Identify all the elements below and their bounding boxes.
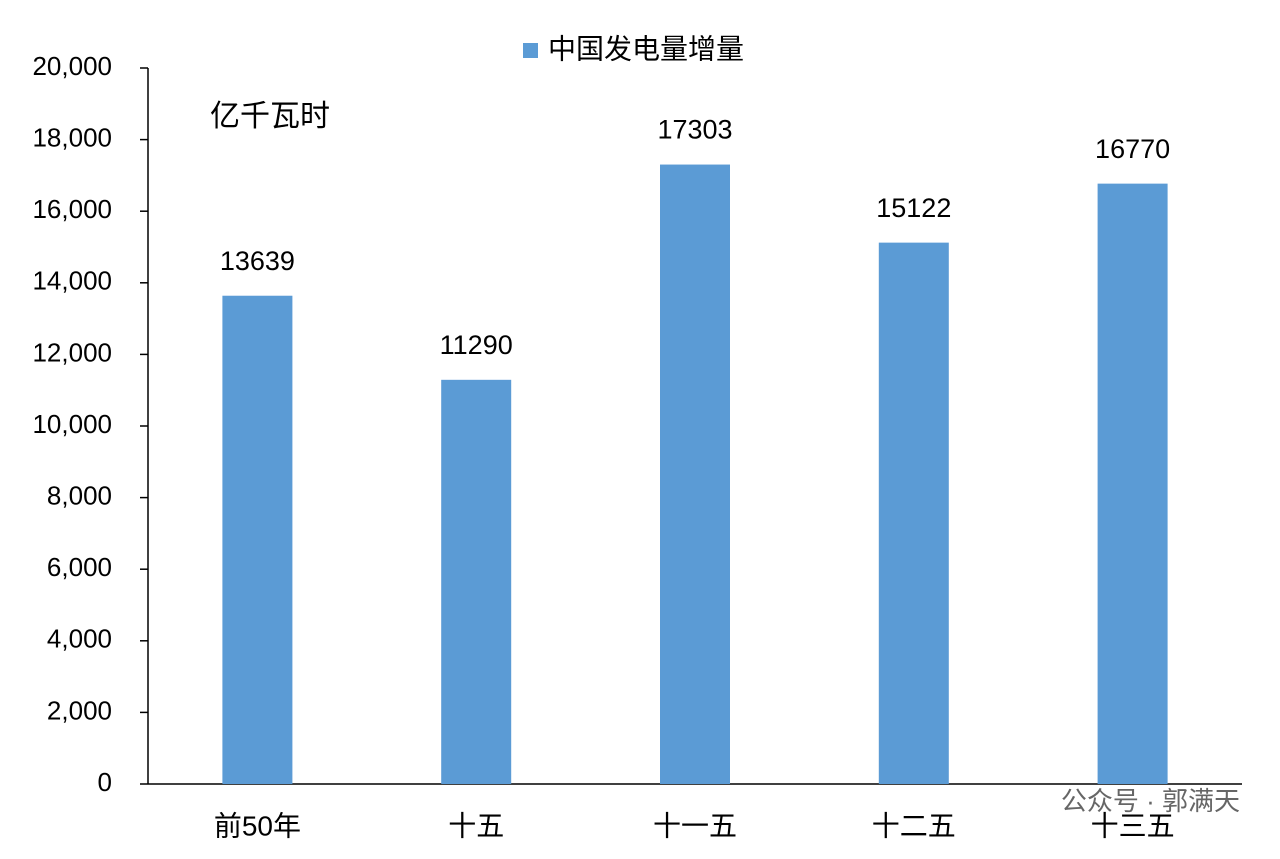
unit-label: 亿千瓦时 [210, 100, 330, 133]
y-tick-label: 16,000 [32, 194, 112, 224]
bar [878, 242, 949, 785]
y-tick-label: 14,000 [32, 266, 112, 296]
legend-swatch [523, 43, 538, 58]
value-label: 11290 [440, 330, 513, 360]
x-tick-label: 十二五 [872, 810, 956, 841]
bar [660, 164, 730, 784]
y-tick-label: 8,000 [47, 480, 112, 510]
y-tick-label: 2,000 [47, 695, 112, 725]
bar [1097, 183, 1168, 784]
value-label: 15122 [876, 193, 951, 223]
y-tick-label: 6,000 [47, 552, 112, 582]
y-tick-label: 20,000 [32, 51, 112, 81]
bar [441, 379, 512, 784]
x-tick-label: 十五 [448, 810, 504, 841]
x-tick-label: 十三五 [1091, 810, 1175, 841]
watermark: 公众号 · 郭满天 [1061, 786, 1240, 816]
value-label: 13639 [220, 246, 295, 276]
legend-label: 中国发电量增量 [548, 33, 744, 64]
y-tick-label: 18,000 [32, 122, 112, 152]
value-label: 16770 [1095, 134, 1170, 164]
bar [222, 295, 293, 784]
y-tick-label: 10,000 [32, 409, 112, 439]
y-tick-label: 12,000 [32, 337, 112, 367]
y-tick-label: 0 [98, 767, 112, 797]
x-tick-label: 前50年 [214, 810, 301, 841]
y-tick-label: 4,000 [47, 624, 112, 654]
x-tick-label: 十一五 [653, 810, 737, 841]
value-label: 17303 [657, 115, 732, 145]
